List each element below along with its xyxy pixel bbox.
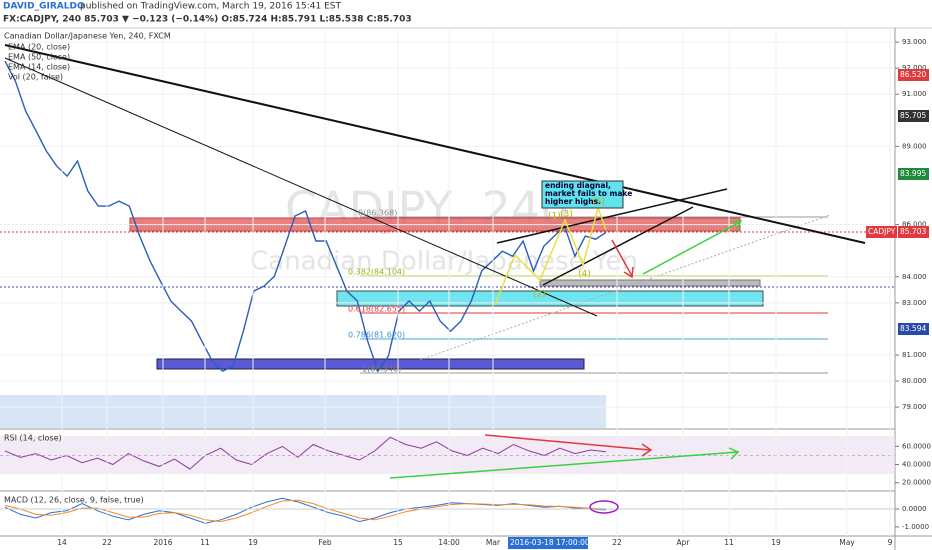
note-text: market fails to make bbox=[545, 189, 632, 198]
wedge-line bbox=[496, 188, 728, 244]
trend-line bbox=[4, 44, 866, 244]
price-tag-label: 83.995 bbox=[900, 169, 926, 178]
arrow bbox=[642, 221, 741, 275]
y-tick-label: 92.000 bbox=[902, 64, 927, 72]
price-tag-label: 85.705 bbox=[900, 111, 926, 120]
wedge-line bbox=[542, 206, 694, 286]
x-tick-label: 19 bbox=[771, 538, 781, 547]
wave-label: (2) bbox=[533, 290, 546, 300]
fib-label: 0.618(82.655) bbox=[348, 305, 405, 314]
indicator-label: EMA (20, close) bbox=[8, 43, 70, 52]
price-tag bbox=[866, 226, 897, 238]
price-tag bbox=[898, 110, 929, 122]
indicator-label: EMA (50, close) bbox=[8, 53, 70, 62]
y-tick-label: 86.000 bbox=[902, 221, 927, 229]
panel-title: RSI (14, close) bbox=[4, 434, 62, 443]
x-tick-label: May bbox=[839, 538, 855, 547]
support-zone bbox=[156, 358, 585, 370]
price-tag bbox=[898, 226, 929, 238]
x-tick-label: 9 bbox=[888, 538, 893, 547]
indicator-label: Vol (20, false) bbox=[8, 73, 63, 82]
fib-label: 0.786(81.620) bbox=[348, 331, 405, 340]
panel-title: MACD (12, 26, close, 9, false, true) bbox=[4, 496, 144, 505]
x-tick-label: Mar bbox=[486, 538, 501, 547]
x-tick-label: 11 bbox=[200, 538, 210, 547]
note-text: higher highs. bbox=[545, 197, 601, 206]
x-tick-label: Apr bbox=[677, 538, 691, 547]
data-line bbox=[4, 436, 607, 470]
macd-highlight bbox=[589, 500, 619, 514]
x-tick-label: 2016 bbox=[153, 538, 172, 547]
x-tick-label: 14 bbox=[57, 538, 67, 547]
zone bbox=[539, 279, 761, 287]
y-tick-label: 83.000 bbox=[902, 299, 927, 307]
wave-label: (1) bbox=[548, 212, 561, 222]
wave-label: (3) bbox=[560, 210, 573, 220]
wave-label: (4) bbox=[578, 270, 591, 280]
y-tick-label: 0.0000 bbox=[902, 505, 927, 513]
cursor-box bbox=[508, 537, 588, 549]
arrowhead bbox=[728, 447, 740, 460]
y-tick-label: 93.000 bbox=[902, 38, 927, 46]
arrows bbox=[389, 220, 743, 514]
author[interactable]: DAVID_GIRALDO bbox=[3, 2, 85, 12]
published: published on TradingView.com, March 19, … bbox=[80, 2, 341, 12]
note-box bbox=[541, 180, 624, 209]
arrowhead bbox=[623, 266, 634, 279]
price-tag-label: 83.594 bbox=[900, 324, 926, 333]
panel-title: Canadian Dollar/Japanese Yen, 240, FXCM bbox=[4, 32, 171, 41]
volume-area bbox=[0, 395, 606, 428]
price-tag-label: CADJPY bbox=[868, 227, 896, 236]
x-tick-label: 2016-03-18 17:00:00 bbox=[510, 538, 590, 547]
indicator-label: EMA (14, close) bbox=[8, 63, 70, 72]
arrowhead bbox=[730, 220, 743, 231]
fib-label: 1(80.340) bbox=[362, 365, 401, 374]
price-tag-label: 86.520 bbox=[900, 70, 926, 79]
rsi-trend bbox=[389, 451, 739, 479]
fib-label: 0(86.368) bbox=[358, 209, 397, 218]
price-tag-label: 85.703 bbox=[900, 227, 926, 236]
wave-label: (5) bbox=[592, 198, 605, 208]
x-tick-label: 22 bbox=[102, 538, 112, 547]
y-tick-label: 60.0000 bbox=[902, 442, 931, 450]
data-line bbox=[4, 60, 607, 373]
x-tick-label: 14:00 bbox=[438, 538, 460, 547]
fib-label: 0.382(84.104) bbox=[348, 268, 405, 277]
x-tick-label: Feb bbox=[318, 538, 332, 547]
price-tag bbox=[898, 323, 929, 335]
channel-line bbox=[419, 214, 831, 361]
note-text: ending diagnal, bbox=[545, 181, 611, 190]
support-zone bbox=[336, 290, 764, 307]
rsi-divergence bbox=[484, 434, 651, 451]
y-tick-label: 80.000 bbox=[902, 377, 927, 385]
arrow bbox=[611, 239, 633, 277]
y-tick-label: 91.000 bbox=[902, 90, 927, 98]
price-tag bbox=[898, 168, 929, 180]
y-tick-label: 84.000 bbox=[902, 273, 927, 281]
x-tick-label: 11 bbox=[724, 538, 734, 547]
x-tick-label: 22 bbox=[612, 538, 622, 547]
x-tick-label: 15 bbox=[393, 538, 403, 547]
data-line bbox=[4, 499, 607, 523]
y-tick-label: 40.0000 bbox=[902, 461, 931, 469]
arrowhead bbox=[641, 443, 653, 457]
trend-line bbox=[4, 57, 598, 317]
y-tick-label: 81.000 bbox=[902, 351, 927, 359]
x-tick-label: 19 bbox=[248, 538, 258, 547]
y-tick-label: 79.000 bbox=[902, 403, 927, 411]
y-tick-label: -1.0000 bbox=[902, 523, 929, 531]
y-tick-label: 89.000 bbox=[902, 142, 927, 150]
price-tag bbox=[898, 69, 929, 81]
quote: FX:CADJPY, 240 85.703 ▼ −0.123 (−0.14%) … bbox=[3, 15, 412, 25]
y-tick-label: 20.0000 bbox=[902, 479, 931, 487]
